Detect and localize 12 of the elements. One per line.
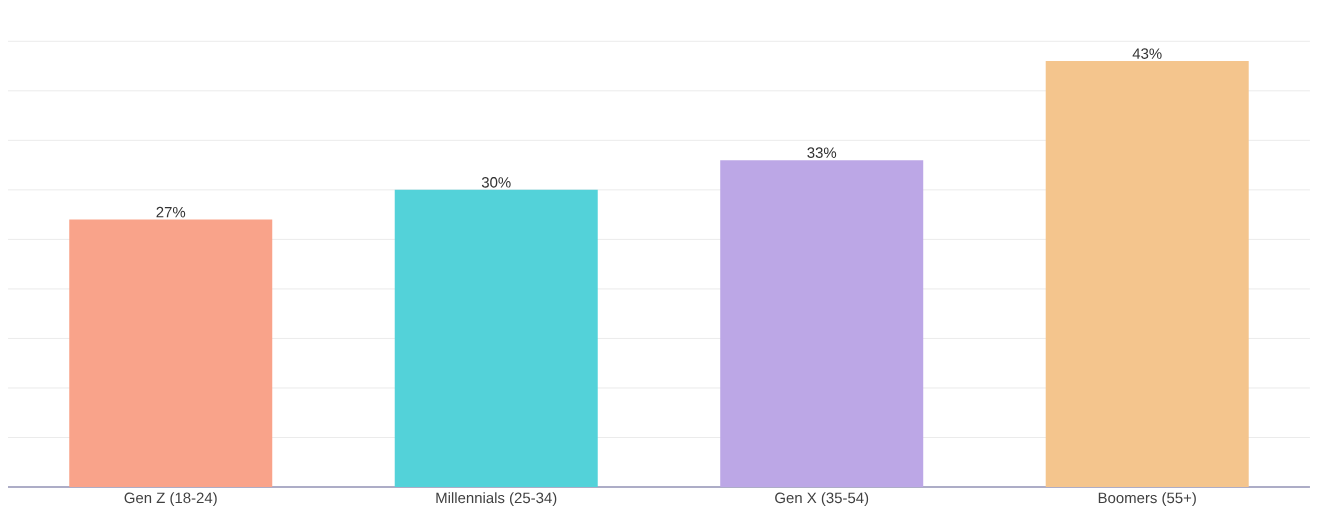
data-label: 33% bbox=[807, 147, 837, 158]
x-tick-label: Gen Z (18-24) bbox=[124, 492, 217, 507]
x-tick-label: Gen X (35-54) bbox=[775, 492, 869, 507]
bar bbox=[69, 219, 273, 487]
x-tick-label: Boomers (55+) bbox=[1098, 492, 1196, 507]
x-tick-label: Millennials (25-34) bbox=[436, 492, 557, 507]
bar bbox=[720, 160, 924, 487]
data-label: 27% bbox=[156, 206, 186, 218]
bar bbox=[394, 189, 598, 487]
data-label: 43% bbox=[1132, 48, 1162, 59]
bar bbox=[1045, 61, 1249, 487]
data-label: 30% bbox=[481, 177, 511, 188]
